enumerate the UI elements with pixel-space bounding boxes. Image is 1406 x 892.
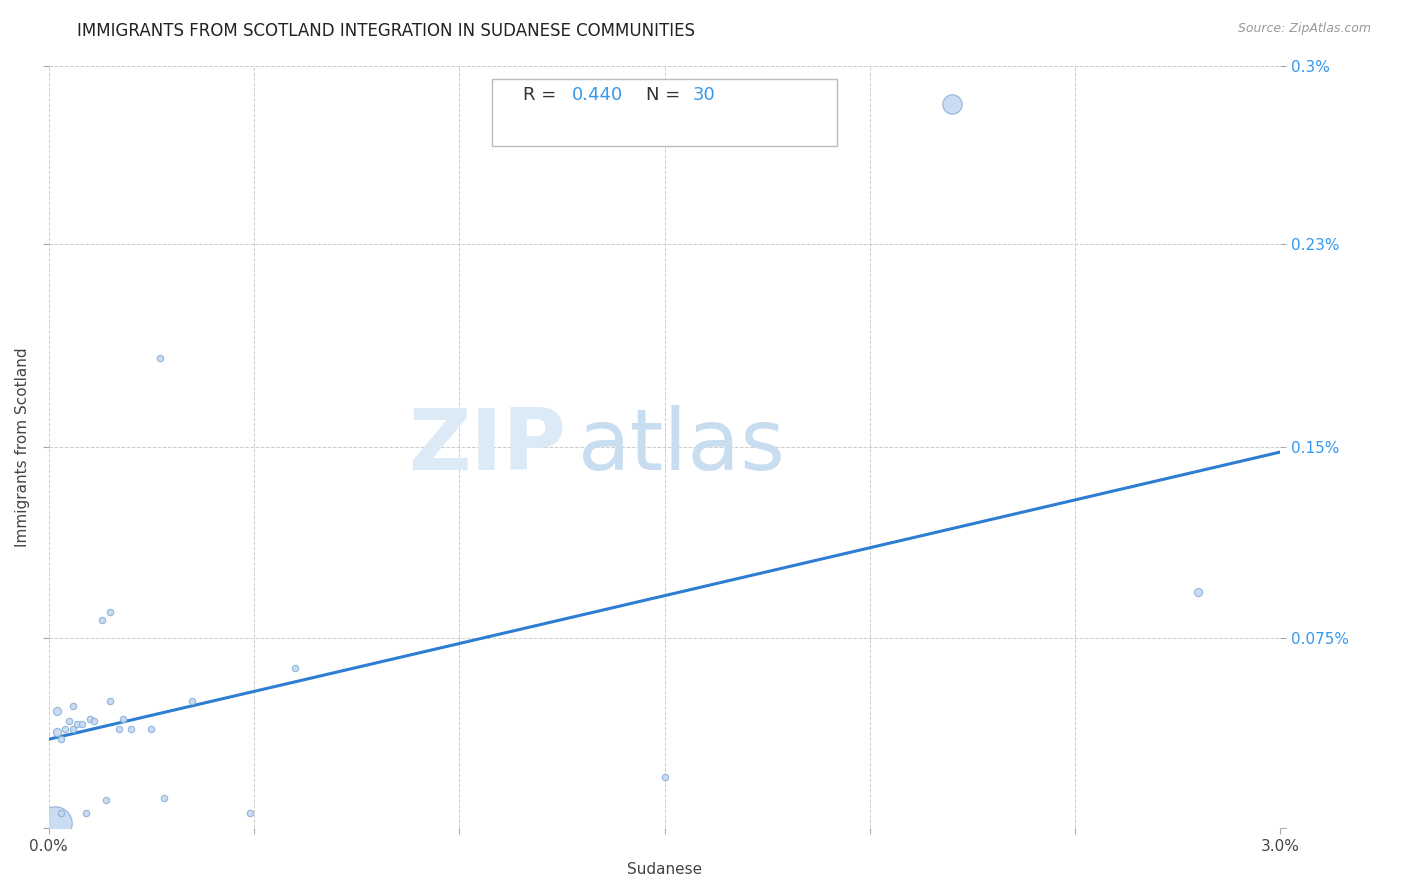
Point <box>62 699 84 714</box>
Point <box>44 816 66 830</box>
Point <box>66 717 89 731</box>
Point <box>49 805 72 820</box>
Point <box>181 694 204 708</box>
Point <box>91 613 114 627</box>
Point <box>70 717 93 731</box>
Text: ZIP: ZIP <box>408 406 567 489</box>
Point <box>75 805 97 820</box>
Point <box>239 805 262 820</box>
Point <box>46 724 69 739</box>
Text: atlas: atlas <box>578 406 786 489</box>
Point <box>1187 584 1209 599</box>
Point <box>111 712 134 726</box>
Text: 30: 30 <box>693 86 716 103</box>
Point <box>654 771 676 785</box>
Point <box>98 605 121 619</box>
Point <box>62 722 84 736</box>
Point <box>58 714 80 729</box>
Point <box>152 790 174 805</box>
Point <box>284 661 307 675</box>
Point <box>149 351 172 365</box>
Point <box>53 722 76 736</box>
Text: 0.440: 0.440 <box>572 86 623 103</box>
X-axis label: Sudanese: Sudanese <box>627 862 702 877</box>
Point <box>941 96 963 111</box>
Point <box>98 694 121 708</box>
Point <box>83 714 105 729</box>
Text: IMMIGRANTS FROM SCOTLAND INTEGRATION IN SUDANESE COMMUNITIES: IMMIGRANTS FROM SCOTLAND INTEGRATION IN … <box>77 22 696 40</box>
Point <box>96 793 118 807</box>
Point <box>141 722 163 736</box>
Text: Source: ZipAtlas.com: Source: ZipAtlas.com <box>1237 22 1371 36</box>
Text: R =: R = <box>523 86 562 103</box>
FancyBboxPatch shape <box>492 78 837 145</box>
Y-axis label: Immigrants from Scotland: Immigrants from Scotland <box>15 347 30 547</box>
Point <box>49 732 72 747</box>
Point <box>120 722 142 736</box>
Point <box>46 704 69 718</box>
Point <box>107 722 129 736</box>
Point <box>79 712 101 726</box>
Text: N =: N = <box>647 86 686 103</box>
